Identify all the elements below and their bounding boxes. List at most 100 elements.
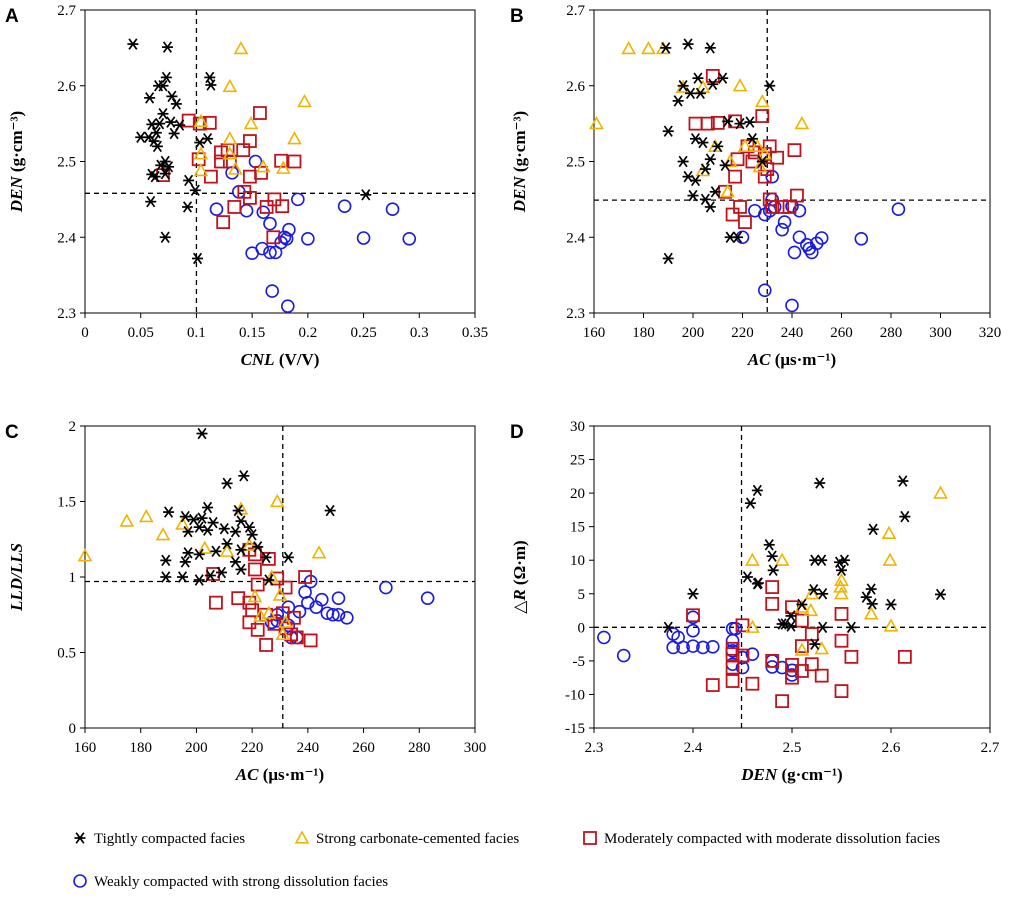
data-point <box>202 115 217 130</box>
y-tick-label: 5 <box>578 587 586 603</box>
data-point <box>688 116 703 131</box>
y-tick-label: -10 <box>565 687 585 703</box>
data-point <box>250 577 265 592</box>
y-tick-label: 10 <box>570 553 585 569</box>
data-point <box>741 571 753 583</box>
y-tick-label: -5 <box>573 654 586 670</box>
x-tick-label: 280 <box>880 325 903 341</box>
data-point <box>144 92 156 104</box>
data-point <box>686 623 700 638</box>
data-point <box>196 512 208 524</box>
data-point <box>157 108 169 120</box>
data-point <box>700 116 715 131</box>
data-point <box>863 606 879 620</box>
data-point <box>309 600 324 615</box>
data-point <box>337 199 352 213</box>
data-point <box>728 621 743 636</box>
data-point <box>787 245 802 260</box>
data-point <box>222 154 237 169</box>
data-point <box>193 113 209 127</box>
data-point <box>235 544 247 556</box>
data-point <box>420 591 435 605</box>
data-point <box>745 647 760 661</box>
y-tick-label: 20 <box>570 486 585 502</box>
data-point <box>765 580 780 594</box>
x-tick-label: 0.15 <box>239 325 265 341</box>
data-point <box>194 136 206 149</box>
data-point <box>269 493 285 508</box>
data-point <box>159 167 171 180</box>
data-point <box>77 548 93 562</box>
data-point <box>204 569 216 582</box>
x-tick-label: 0 <box>81 325 89 341</box>
data-point <box>933 485 948 499</box>
y-tick-label: 2.6 <box>566 79 585 95</box>
data-point <box>157 80 169 92</box>
data-point <box>704 201 716 213</box>
y-tick-label: 2.5 <box>566 155 585 171</box>
data-point <box>179 556 191 568</box>
plot-frame <box>84 425 476 729</box>
data-point <box>229 556 241 568</box>
legend: Tightly compacted facies Strong carbonate… <box>73 830 940 890</box>
data-point <box>166 90 178 103</box>
x-tick-label: 260 <box>830 325 853 341</box>
data-point <box>682 38 694 50</box>
data-point <box>671 630 685 645</box>
data-point <box>161 41 173 53</box>
data-point <box>222 131 238 145</box>
data-point <box>854 231 869 246</box>
panel-b: B 2.3 2.4 2.5 2.6 2.7 160 180 200 220 240 260 280 300… <box>510 3 1001 369</box>
data-point <box>385 202 400 217</box>
data-point <box>707 78 719 90</box>
data-point <box>275 160 291 174</box>
data-point <box>775 200 789 214</box>
data-point <box>662 252 674 265</box>
data-point <box>204 169 218 184</box>
data-point <box>755 109 770 123</box>
data-point <box>202 501 214 514</box>
x-tick-label: 2.3 <box>585 740 604 756</box>
data-point <box>744 116 756 128</box>
legend-marker <box>74 832 86 844</box>
data-point <box>146 118 158 131</box>
data-point <box>792 230 807 245</box>
data-point <box>229 525 241 538</box>
data-point <box>228 161 243 175</box>
data-point <box>160 554 172 567</box>
data-point <box>221 538 233 550</box>
data-point <box>253 106 267 120</box>
data-point <box>794 642 810 656</box>
data-point <box>689 174 701 187</box>
data-point <box>155 527 171 541</box>
x-tick-label: 320 <box>979 325 1002 341</box>
legend-label: Weakly compacted with strong dissolution… <box>94 874 388 890</box>
data-point <box>720 184 736 198</box>
data-point <box>699 193 711 206</box>
data-point <box>284 627 299 642</box>
data-point <box>326 607 340 622</box>
data-point <box>775 222 789 237</box>
x-axis-title: AC (μs·m⁻¹) <box>747 350 836 369</box>
x-tick-label: 240 <box>297 740 320 756</box>
data-point <box>865 583 877 595</box>
data-point <box>259 638 273 652</box>
y-axis-title: DEN (g·cm⁻³) <box>510 111 529 213</box>
data-point <box>261 605 277 619</box>
data-point <box>621 40 637 55</box>
x-tick-label: 0.05 <box>128 325 154 341</box>
data-point <box>767 564 779 577</box>
data-point <box>686 639 700 653</box>
data-point <box>151 140 163 153</box>
data-point <box>787 143 802 158</box>
data-point <box>891 202 906 217</box>
data-point <box>794 599 810 613</box>
data-point <box>764 80 776 92</box>
data-point <box>210 545 222 558</box>
data-point <box>589 115 604 130</box>
x-axis-title-unit: (μs·m⁻¹) <box>258 765 324 784</box>
x-axis-title-variable: AC <box>747 350 771 369</box>
data-point <box>218 522 230 535</box>
x-tick-label: 2.6 <box>882 740 901 756</box>
data-point <box>885 598 897 611</box>
